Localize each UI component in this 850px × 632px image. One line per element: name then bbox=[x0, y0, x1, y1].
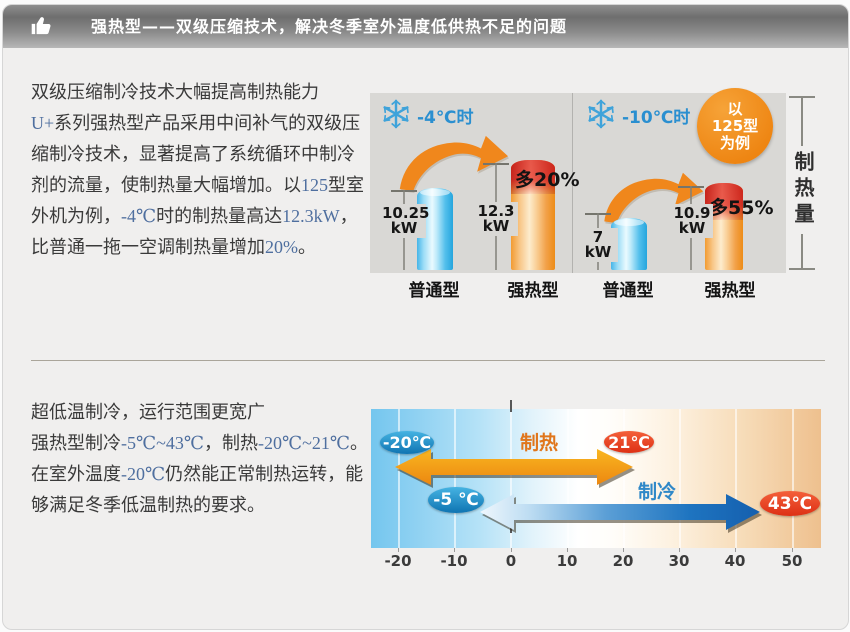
axis-tick-label: -10 bbox=[440, 552, 468, 570]
value-label: 7 kW bbox=[578, 228, 618, 262]
thumbs-up-icon bbox=[29, 13, 55, 39]
axis-tick-label: 50 bbox=[781, 552, 803, 570]
bar-category-label: 普通型 bbox=[602, 281, 654, 301]
cooling-label: 制冷 bbox=[638, 481, 677, 503]
snowflake-icon bbox=[381, 99, 411, 129]
bar-category-label: 普通型 bbox=[408, 281, 460, 301]
axis-tick-label: 30 bbox=[668, 552, 690, 570]
axis-tick-label: -20 bbox=[384, 552, 412, 570]
bar-category-label: 强热型 bbox=[704, 281, 756, 301]
gridline bbox=[623, 409, 625, 548]
example-badge: 以 125型 为例 bbox=[697, 88, 773, 164]
cool-max-badge: 43℃ bbox=[760, 491, 820, 516]
section1-title: 双级压缩制冷技术大幅提高制热能力 bbox=[31, 82, 319, 102]
value-label: 12.3 kW bbox=[474, 202, 518, 236]
bar-strong-minus4 bbox=[511, 160, 555, 270]
bar-category-label: 强热型 bbox=[507, 281, 559, 301]
delta-label: 多20% bbox=[515, 169, 580, 191]
header-bar: 强热型——双级压缩技术，解决冬季室外温度低供热不足的问题 bbox=[3, 5, 848, 48]
snowflake-icon bbox=[586, 99, 616, 129]
gridline bbox=[735, 409, 737, 548]
axis-tick bbox=[792, 548, 793, 552]
bracket-cap bbox=[789, 268, 815, 270]
bar-extra-segment bbox=[511, 160, 555, 194]
delta-label: 多55% bbox=[709, 197, 774, 219]
section2-text: 超低温制冷，运行范围更宽广 强热型制冷-5℃~43℃，制热-20℃~21℃。在室… bbox=[31, 397, 381, 521]
heat-max-badge: 21℃ bbox=[604, 431, 654, 453]
heating-label: 制热 bbox=[520, 432, 559, 454]
value-label: 10.25 kW bbox=[382, 204, 430, 238]
section1-text: 双级压缩制冷技术大幅提高制热能力 U+系列强热型产品采用中间补气的双级压缩制冷技… bbox=[31, 77, 371, 263]
section-divider bbox=[31, 360, 825, 361]
increase-arrow-icon bbox=[599, 170, 705, 225]
gridline bbox=[567, 409, 569, 548]
temperature-range-chart: 制热 -20℃ 21℃ 制冷 -5 ℃ 43℃ bbox=[368, 400, 833, 578]
axis-tick bbox=[679, 548, 680, 552]
axis-tick-label: 10 bbox=[556, 552, 578, 570]
heating-capacity-chart: -4℃时 多20% 10.25 kW 12.3 kW 普通型 强热型 bbox=[370, 88, 833, 301]
heating-range-arrow bbox=[395, 447, 633, 487]
section2-title: 超低温制冷，运行范围更宽广 bbox=[31, 402, 265, 422]
cool-min-badge: -5 ℃ bbox=[428, 487, 484, 513]
increase-arrow-icon bbox=[394, 133, 510, 193]
gridline bbox=[454, 409, 456, 548]
gridline bbox=[792, 409, 794, 548]
axis-tick bbox=[398, 548, 399, 552]
condition-label: -4℃时 bbox=[417, 108, 474, 128]
axis-tick-label: 20 bbox=[612, 552, 634, 570]
cooling-range-arrow bbox=[480, 492, 760, 532]
bar-strong-minus10 bbox=[705, 183, 743, 270]
heat-min-badge: -20℃ bbox=[380, 431, 434, 454]
zero-tick bbox=[510, 400, 512, 412]
page-title: 强热型——双级压缩技术，解决冬季室外温度低供热不足的问题 bbox=[91, 17, 568, 36]
panel-divider bbox=[572, 93, 573, 273]
gridline bbox=[510, 409, 512, 548]
condition-label: -10℃时 bbox=[622, 108, 691, 128]
axis-tick-label: 0 bbox=[505, 552, 517, 570]
y-axis-label: 制热量 bbox=[788, 146, 819, 234]
section1-body: U+系列强热型产品采用中间补气的双级压缩制冷技术，显著提高了系统循环中制冷剂的流… bbox=[31, 113, 364, 257]
gridline bbox=[398, 409, 400, 548]
axis-tick-label: 40 bbox=[724, 552, 746, 570]
axis-tick bbox=[623, 548, 624, 552]
axis-tick bbox=[511, 548, 512, 552]
axis-tick bbox=[567, 548, 568, 552]
axis-tick bbox=[454, 548, 455, 552]
value-label: 10.9 kW bbox=[671, 204, 713, 238]
bracket-cap bbox=[789, 96, 815, 98]
gridline bbox=[679, 409, 681, 548]
axis-tick bbox=[735, 548, 736, 552]
gradient-band bbox=[371, 409, 821, 548]
section2-body: 强热型制冷-5℃~43℃，制热-20℃~21℃。在室外温度-20℃仍然能正常制热… bbox=[31, 433, 369, 515]
content-card: 强热型——双级压缩技术，解决冬季室外温度低供热不足的问题 双级压缩制冷技术大幅提… bbox=[2, 4, 849, 630]
